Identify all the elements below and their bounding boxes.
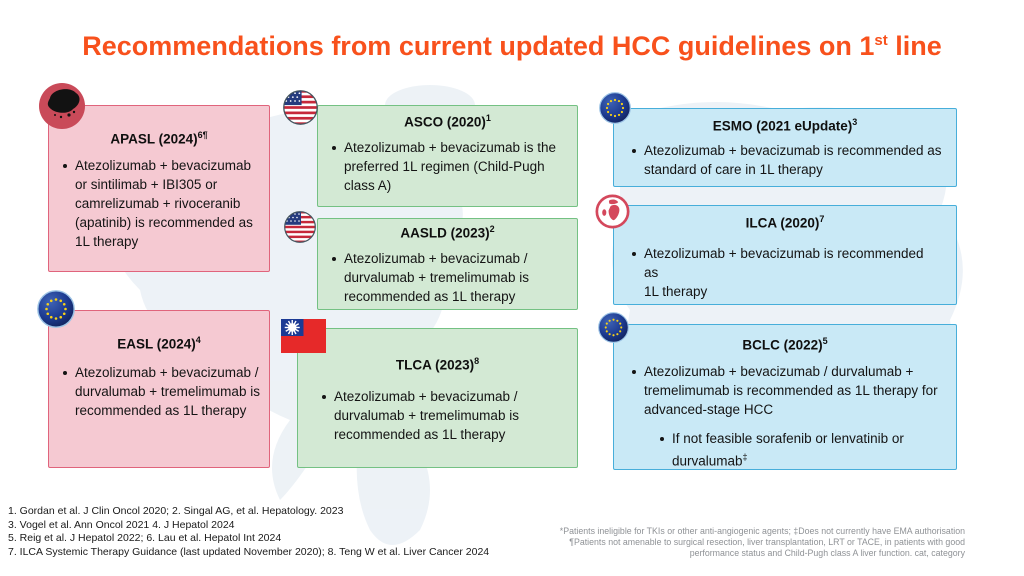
eu-flag-icon (37, 290, 75, 328)
sub-bullet-item: If not feasible sorafenib or lenvatinib … (658, 429, 946, 471)
taiwan-flag-icon (281, 319, 326, 353)
sub-bullet-superscript: ‡ (742, 451, 748, 462)
bullet-text: Atezolizumab + bevacizumab / durvalumab … (75, 364, 260, 418)
bullet-dot (660, 436, 664, 441)
references-block: 1. Gordan et al. J Clin Oncol 2020; 2. S… (8, 505, 489, 559)
reference-line: 7. ILCA Systemic Therapy Guidance (last … (8, 545, 490, 558)
bullet-text: Atezolizumab + bevacizumab is recommende… (644, 245, 924, 299)
guideline-box-ilca: ILCA (2020)7 Atezolizumab + bevacizumab … (613, 205, 957, 305)
box-title-superscript: 8 (474, 356, 480, 366)
box-title-text: EASL (2024) (117, 336, 196, 352)
box-title-text: ESMO (2021 eUpdate) (712, 118, 853, 134)
page-title-main: Recommendations from current updated HCC… (82, 31, 875, 61)
box-title-text: AASLD (2023) (400, 225, 490, 241)
bullet-dot (322, 394, 326, 399)
box-title-superscript: 2 (489, 224, 495, 234)
box-title-superscript: 7 (819, 214, 825, 224)
sub-bullet-main: If not feasible sorafenib or lenvatinib … (672, 430, 904, 469)
bullet-dot (332, 145, 336, 150)
reference-line: 3. Vogel et al. Ann Oncol 2021 4. J Hepa… (8, 518, 235, 531)
bullet-text: Atezolizumab + bevacizumab is the prefer… (344, 139, 556, 193)
reference-line: 1. Gordan et al. J Clin Oncol 2020; 2. S… (8, 505, 344, 517)
box-title-superscript: 1 (485, 113, 491, 123)
footnotes-block: *Patients ineligible for TKIs or other a… (560, 526, 965, 559)
box-title-text: APASL (2024) (110, 131, 198, 147)
asia-pacific-map-icon (38, 82, 86, 130)
bullet-item: Atezolizumab + bevacizumab / durvalumab … (630, 362, 946, 419)
bullet-item: Atezolizumab + bevacizumab / durvalumab … (320, 387, 549, 444)
bullet-item: Atezolizumab + bevacizumab is the prefer… (330, 138, 567, 195)
us-flag-icon (283, 90, 318, 125)
us-flag-icon (284, 211, 316, 243)
box-title-tlca: TLCA (2023)8 (298, 356, 577, 373)
box-title-apasl: APASL (2024)6¶ (49, 130, 269, 147)
page-title: Recommendations from current updated HCC… (0, 31, 1024, 62)
guideline-box-asco: ASCO (2020)1 Atezolizumab + bevacizumab … (317, 105, 578, 207)
bullet-dot (632, 251, 636, 256)
box-title-asco: ASCO (2020)1 (318, 113, 577, 130)
footnote-line: *Patients ineligible for TKIs or other a… (559, 526, 965, 536)
eu-flag-icon (599, 92, 631, 124)
guideline-box-bclc: BCLC (2022)5 Atezolizumab + bevacizumab … (613, 324, 957, 470)
bullet-item: Atezolizumab + bevacizumab / durvalumab … (61, 363, 263, 420)
bullet-item: Atezolizumab + bevacizumab or sintilimab… (61, 156, 263, 251)
box-title-superscript: 3 (852, 117, 858, 127)
bullet-text: Atezolizumab + bevacizumab or sintilimab… (75, 157, 253, 249)
page-title-tail: line (887, 31, 942, 61)
guideline-box-tlca: TLCA (2023)8 Atezolizumab + bevacizumab … (297, 328, 578, 468)
bullet-dot (332, 256, 336, 261)
guideline-box-aasld: AASLD (2023)2 Atezolizumab + bevacizumab… (317, 218, 578, 310)
bullet-text: Atezolizumab + bevacizumab is recommende… (644, 142, 942, 177)
guideline-box-apasl: APASL (2024)6¶ Atezolizumab + bevacizuma… (48, 105, 270, 272)
footnote-line: ¶Patients not amenable to surgical resec… (569, 537, 965, 547)
bullet-item: Atezolizumab + bevacizumab is recommende… (630, 141, 946, 179)
eu-flag-icon (598, 312, 629, 343)
footnote-line: performance status and Child-Pugh class … (689, 548, 965, 558)
box-title-bclc: BCLC (2022)5 (614, 336, 956, 353)
bullet-dot (632, 148, 636, 153)
box-title-superscript: 4 (195, 335, 201, 345)
guideline-box-esmo: ESMO (2021 eUpdate)3 Atezolizumab + beva… (613, 108, 957, 187)
box-title-esmo: ESMO (2021 eUpdate)3 (614, 117, 956, 134)
page-title-superscript: st (874, 32, 888, 49)
box-title-aasld: AASLD (2023)2 (318, 224, 577, 241)
bullet-item: Atezolizumab + bevacizumab / durvalumab … (330, 249, 567, 306)
box-title-text: BCLC (2022) (742, 337, 823, 353)
globe-icon (595, 194, 630, 229)
bullet-dot (63, 163, 67, 168)
sub-bullet-text: If not feasible sorafenib or lenvatinib … (672, 429, 946, 471)
box-title-superscript: 6¶ (197, 130, 208, 140)
bullet-dot (632, 369, 636, 374)
box-title-ilca: ILCA (2020)7 (614, 214, 956, 231)
bullet-text: Atezolizumab + bevacizumab / durvalumab … (334, 388, 519, 442)
guideline-box-easl: EASL (2024)4 Atezolizumab + bevacizumab … (48, 310, 270, 468)
box-title-superscript: 5 (822, 336, 828, 346)
bullet-item: Atezolizumab + bevacizumab is recommende… (630, 244, 946, 301)
box-title-text: ILCA (2020) (745, 215, 820, 231)
bullet-text: Atezolizumab + bevacizumab / durvalumab … (344, 250, 529, 304)
bullet-text: Atezolizumab + bevacizumab / durvalumab … (644, 363, 938, 417)
box-title-text: ASCO (2020) (404, 114, 486, 130)
reference-line: 5. Reig et al. J Hepatol 2022; 6. Lau et… (8, 532, 282, 544)
box-title-easl: EASL (2024)4 (49, 335, 269, 352)
box-title-text: TLCA (2023) (395, 357, 475, 373)
bullet-dot (63, 370, 67, 375)
